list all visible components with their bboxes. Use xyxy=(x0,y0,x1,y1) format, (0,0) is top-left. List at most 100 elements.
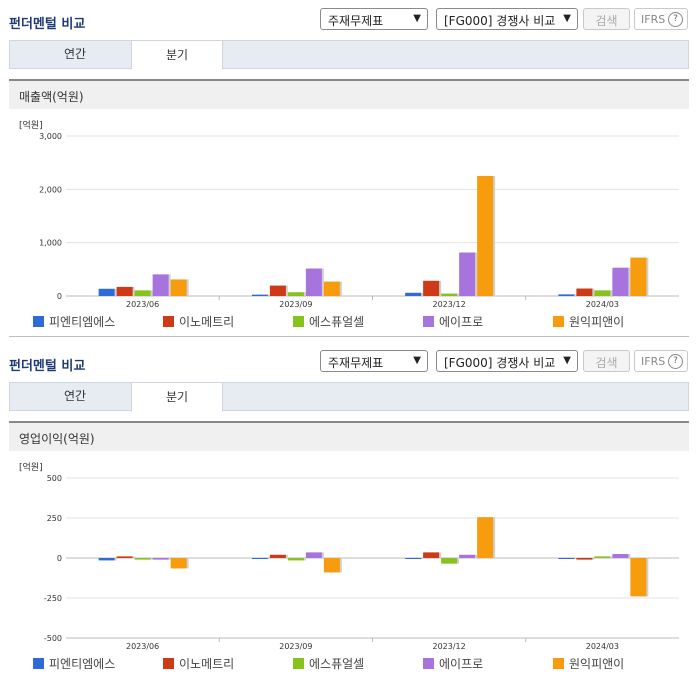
bar xyxy=(287,292,304,296)
peer-select-value: [FG000] 경쟁사 비교 xyxy=(444,356,556,370)
bar xyxy=(459,252,476,296)
bar xyxy=(323,558,340,573)
fundamental-panel-operating-income: 펀더멘털 비교 주재무제표 ▼ [FG000] 경쟁사 비교 ▼ 검색 IFRS? … xyxy=(0,342,696,684)
bar xyxy=(423,280,440,296)
legend-swatch xyxy=(33,316,44,327)
period-tabs: 연간 분기 xyxy=(9,40,689,70)
tab-annual[interactable]: 연간 xyxy=(63,389,87,403)
legend-label: 에이프로 xyxy=(439,657,484,671)
bar xyxy=(459,554,476,558)
legend-swatch xyxy=(423,316,434,327)
chevron-down-icon: ▼ xyxy=(563,13,571,24)
bar xyxy=(170,279,187,296)
statement-select[interactable]: 주재무제표 ▼ xyxy=(320,8,428,30)
x-tick-label: 2023/09 xyxy=(279,300,312,309)
y-tick-label: 250 xyxy=(47,514,62,523)
bar xyxy=(477,176,494,296)
x-tick-label: 2023/12 xyxy=(433,642,466,651)
legend-item[interactable]: 이노메트리 xyxy=(163,313,234,330)
tab-quarterly[interactable]: 분기 xyxy=(131,382,223,412)
bar xyxy=(152,274,169,296)
ifrs-button[interactable]: IFRS? xyxy=(634,8,688,30)
y-unit-label: [억원] xyxy=(19,463,43,473)
bar xyxy=(558,558,575,559)
legend-item[interactable]: 에스퓨얼셀 xyxy=(293,655,364,672)
bar xyxy=(594,556,611,558)
y-tick-label: 1,000 xyxy=(39,239,62,248)
legend-item[interactable]: 원익피앤이 xyxy=(553,655,624,672)
bar xyxy=(423,552,440,558)
y-tick-label: -250 xyxy=(44,594,62,603)
y-tick-label: 500 xyxy=(47,474,62,483)
bar xyxy=(630,257,647,296)
tab-annual[interactable]: 연간 xyxy=(63,47,87,61)
y-tick-label: 2,000 xyxy=(39,185,62,194)
legend-label: 피엔티엠에스 xyxy=(49,315,116,329)
bar xyxy=(305,268,322,296)
bar xyxy=(287,558,304,561)
operating-income-chart: -500 -250 0 250 500 2023/06 2023/09 2023/12 2024… xyxy=(44,474,679,651)
tab-quarterly[interactable]: 분기 xyxy=(131,40,223,70)
section-header: 매출액(억원) xyxy=(9,79,689,109)
legend-swatch xyxy=(553,316,564,327)
y-tick-label: 0 xyxy=(57,554,62,563)
search-button[interactable]: 검색 xyxy=(583,8,630,30)
legend-item[interactable]: 피엔티엠에스 xyxy=(33,655,115,672)
help-icon: ? xyxy=(668,12,683,27)
bar xyxy=(594,290,611,296)
statement-select-value: 주재무제표 xyxy=(328,14,384,28)
legend-item[interactable]: 에이프로 xyxy=(423,655,483,672)
bar xyxy=(269,554,286,558)
bar xyxy=(405,292,422,296)
bar xyxy=(612,267,629,296)
chevron-down-icon: ▼ xyxy=(413,13,421,24)
ifrs-label: IFRS xyxy=(641,355,666,368)
bar xyxy=(269,285,286,296)
section-header: 영업이익(억원) xyxy=(9,421,689,451)
peer-select[interactable]: [FG000] 경쟁사 비교 ▼ xyxy=(436,8,578,30)
bar xyxy=(323,281,340,296)
legend-item[interactable]: 에스퓨얼셀 xyxy=(293,313,364,330)
chevron-down-icon: ▼ xyxy=(413,355,421,366)
y-tick-label: -500 xyxy=(44,634,62,643)
legend-item[interactable]: 이노메트리 xyxy=(163,655,234,672)
bar xyxy=(134,290,151,296)
bar xyxy=(251,558,268,559)
legend-swatch xyxy=(293,658,304,669)
bar xyxy=(98,558,115,561)
legend-label: 원익피앤이 xyxy=(569,315,625,329)
legend-label: 피엔티엠에스 xyxy=(49,657,116,671)
legend-swatch xyxy=(553,658,564,669)
legend-swatch xyxy=(423,658,434,669)
legend-label: 이노메트리 xyxy=(179,315,235,329)
x-tick-label: 2023/06 xyxy=(126,642,159,651)
statement-select[interactable]: 주재무제표 ▼ xyxy=(320,350,428,372)
bar xyxy=(116,556,133,558)
legend-item[interactable]: 원익피앤이 xyxy=(553,313,624,330)
bar xyxy=(576,558,593,560)
ifrs-label: IFRS xyxy=(641,13,666,26)
peer-select-value: [FG000] 경쟁사 비교 xyxy=(444,14,556,28)
x-tick-label: 2023/06 xyxy=(126,300,159,309)
bar xyxy=(152,558,169,560)
bar xyxy=(305,552,322,558)
statement-select-value: 주재무제표 xyxy=(328,356,384,370)
ifrs-button[interactable]: IFRS? xyxy=(634,350,688,372)
x-tick-label: 2023/09 xyxy=(279,642,312,651)
bar xyxy=(251,294,268,296)
panel-title: 펀더멘털 비교 xyxy=(9,17,86,32)
legend-item[interactable]: 피엔티엠에스 xyxy=(33,313,115,330)
legend-swatch xyxy=(163,658,174,669)
y-unit-label: [억원] xyxy=(19,121,43,131)
legend-label: 에스퓨얼셀 xyxy=(309,657,365,671)
bar xyxy=(558,294,575,296)
x-tick-label: 2024/03 xyxy=(586,300,619,309)
peer-select[interactable]: [FG000] 경쟁사 비교 ▼ xyxy=(436,350,578,372)
search-button[interactable]: 검색 xyxy=(583,350,630,372)
legend-item[interactable]: 에이프로 xyxy=(423,313,483,330)
bar xyxy=(576,288,593,296)
bar xyxy=(405,558,422,559)
chevron-down-icon: ▼ xyxy=(563,355,571,366)
period-tabs: 연간 분기 xyxy=(9,382,689,412)
bar xyxy=(441,558,458,564)
